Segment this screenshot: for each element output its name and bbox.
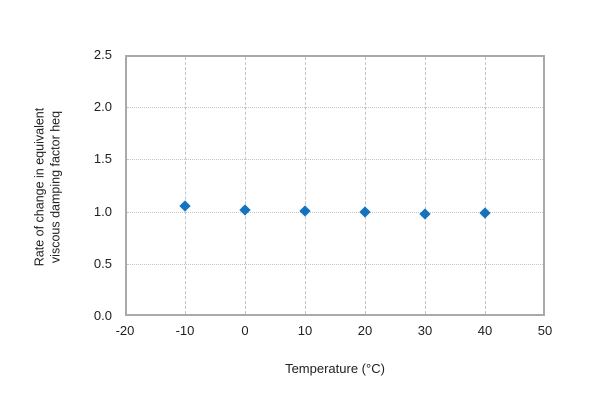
y-tick-label: 0.0 [93, 308, 112, 323]
plot-area [125, 55, 545, 316]
y-axis-title-line-1: Rate of change in equivalent [32, 107, 47, 267]
data-point-marker [479, 206, 491, 219]
x-tick-label: 0 [241, 323, 249, 338]
x-tick-label: 20 [357, 323, 373, 338]
x-tick-label: 50 [537, 323, 553, 338]
x-tick-label: 40 [477, 323, 493, 338]
vertical-gridline [365, 57, 366, 314]
vertical-gridline [245, 57, 246, 314]
data-point-marker [179, 200, 191, 213]
y-axis-title-line-2: viscous damping factor heq [48, 110, 62, 264]
x-tick-label: 10 [297, 323, 313, 338]
x-tick-label: -20 [115, 323, 135, 338]
vertical-gridline [305, 57, 306, 314]
y-tick-label: 2.5 [93, 47, 112, 62]
y-axis-title: Rate of change in equivalent viscous dam… [33, 108, 64, 266]
horizontal-gridline [127, 107, 543, 109]
data-point-marker [419, 208, 431, 220]
data-point-marker [239, 203, 251, 216]
y-tick-label: 0.5 [93, 255, 112, 271]
horizontal-gridline [127, 211, 543, 213]
x-axis-title: Temperature (°C) [285, 361, 385, 376]
vertical-gridline [425, 57, 426, 314]
data-point-marker [299, 204, 311, 217]
y-tick-label: 1.5 [93, 151, 112, 167]
x-tick-label: -10 [175, 323, 195, 338]
x-tick-label: 30 [417, 323, 433, 338]
y-tick-label: 2.0 [93, 99, 112, 115]
horizontal-gridline [127, 263, 543, 265]
data-point-marker [359, 205, 371, 218]
vertical-gridline [485, 57, 486, 314]
y-tick-label: 1.0 [93, 203, 112, 219]
vertical-gridline [185, 57, 186, 314]
horizontal-gridline [127, 159, 543, 161]
